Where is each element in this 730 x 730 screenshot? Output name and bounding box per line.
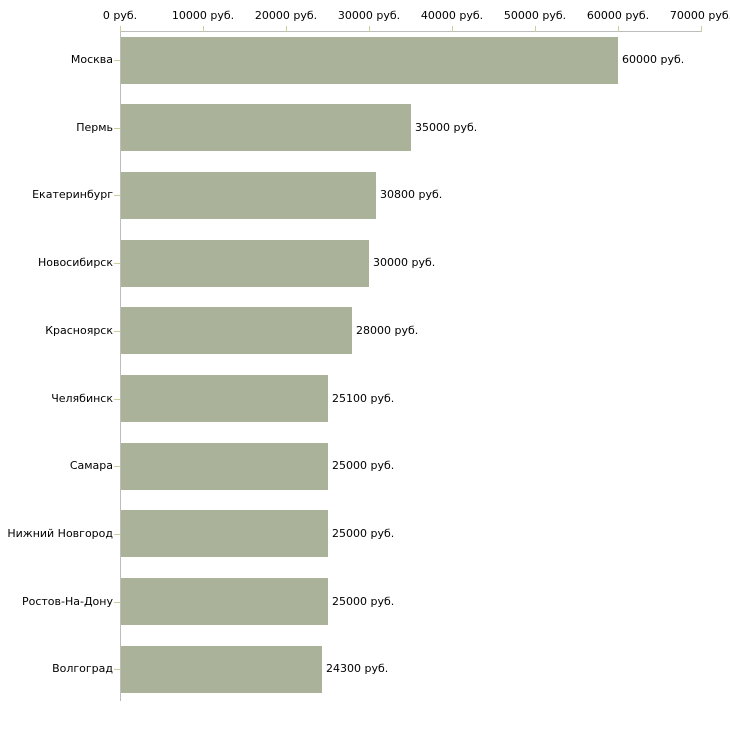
value-label: 30800 руб. bbox=[380, 188, 443, 201]
bar bbox=[121, 578, 328, 625]
y-axis-tick bbox=[114, 399, 120, 400]
y-axis-tick bbox=[114, 331, 120, 332]
x-axis-tick-label: 30000 руб. bbox=[337, 9, 401, 22]
x-axis-tick bbox=[452, 26, 453, 32]
x-axis-tick-label: 40000 руб. bbox=[420, 9, 484, 22]
category-label: Нижний Новгород bbox=[7, 527, 113, 540]
category-label: Самара bbox=[69, 459, 113, 472]
y-axis-tick bbox=[114, 195, 120, 196]
bar bbox=[121, 307, 352, 354]
bar bbox=[121, 443, 328, 490]
value-label: 30000 руб. bbox=[373, 256, 436, 269]
value-label: 35000 руб. bbox=[415, 121, 478, 134]
x-axis-tick-label: 0 руб. bbox=[102, 9, 138, 22]
category-label: Москва bbox=[70, 53, 113, 66]
category-label: Екатеринбург bbox=[32, 188, 113, 201]
x-axis-tick bbox=[618, 26, 619, 32]
category-label: Новосибирск bbox=[37, 256, 113, 269]
y-axis-tick bbox=[114, 263, 120, 264]
value-label: 60000 руб. bbox=[622, 53, 685, 66]
category-label: Волгоград bbox=[52, 662, 113, 675]
x-axis-tick-label: 10000 руб. bbox=[171, 9, 235, 22]
value-label: 25000 руб. bbox=[332, 459, 395, 472]
value-label: 28000 руб. bbox=[356, 324, 419, 337]
x-axis-tick-label: 70000 руб. bbox=[669, 9, 730, 22]
x-axis-tick-label: 20000 руб. bbox=[254, 9, 318, 22]
x-axis-tick bbox=[286, 26, 287, 32]
x-axis-tick bbox=[369, 26, 370, 32]
x-axis-tick-label: 50000 руб. bbox=[503, 9, 567, 22]
category-label: Пермь bbox=[76, 121, 113, 134]
bar bbox=[121, 240, 369, 287]
value-label: 25100 руб. bbox=[332, 392, 395, 405]
y-axis-tick bbox=[114, 669, 120, 670]
x-axis-line bbox=[120, 31, 702, 32]
value-label: 24300 руб. bbox=[326, 662, 389, 675]
x-axis-tick bbox=[120, 26, 121, 32]
x-axis-tick bbox=[535, 26, 536, 32]
x-axis-tick bbox=[701, 26, 702, 32]
y-axis-line bbox=[120, 31, 121, 701]
bar bbox=[121, 37, 618, 84]
category-label: Челябинск bbox=[51, 392, 113, 405]
y-axis-tick bbox=[114, 534, 120, 535]
bar bbox=[121, 375, 328, 422]
y-axis-tick bbox=[114, 128, 120, 129]
bar bbox=[121, 510, 328, 557]
x-axis-tick bbox=[203, 26, 204, 32]
y-axis-tick bbox=[114, 60, 120, 61]
value-label: 25000 руб. bbox=[332, 595, 395, 608]
y-axis-tick bbox=[114, 602, 120, 603]
value-label: 25000 руб. bbox=[332, 527, 395, 540]
bar bbox=[121, 172, 376, 219]
y-axis-tick bbox=[114, 466, 120, 467]
category-label: Красноярск bbox=[45, 324, 113, 337]
x-axis-tick-label: 60000 руб. bbox=[586, 9, 650, 22]
bar bbox=[121, 104, 411, 151]
bar bbox=[121, 646, 322, 693]
category-label: Ростов-На-Дону bbox=[21, 595, 113, 608]
